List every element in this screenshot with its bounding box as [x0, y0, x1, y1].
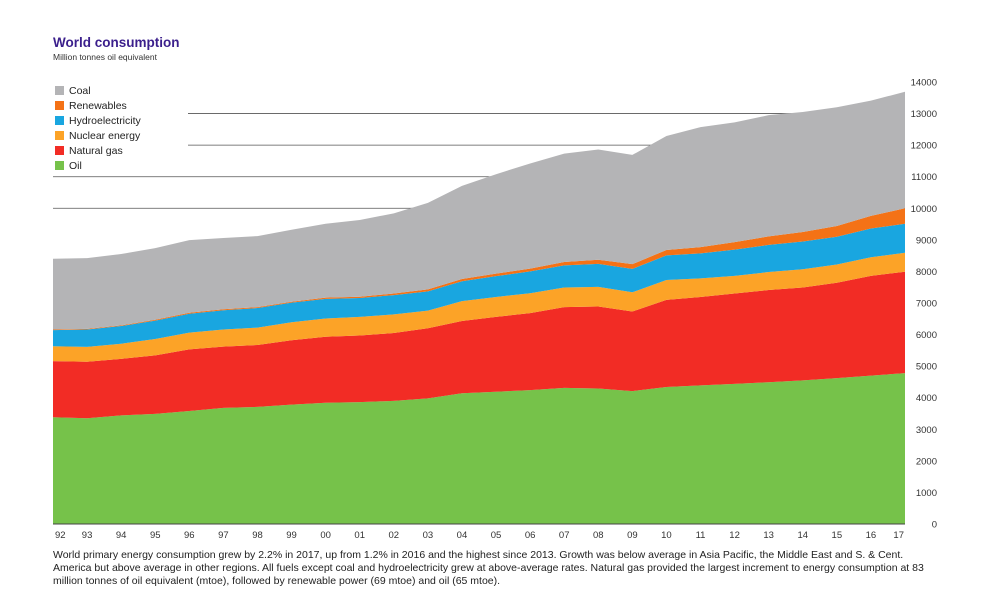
chart-subtitle: Million tonnes oil equivalent [53, 52, 157, 62]
x-tick-label: 99 [286, 530, 297, 541]
y-tick-label: 4000 [916, 393, 937, 404]
legend-swatch-hydroelectricity [55, 116, 64, 125]
legend-item-oil: Oil [55, 158, 141, 173]
legend-item-renewables: Renewables [55, 98, 141, 113]
y-tick-label: 0 [932, 520, 937, 531]
y-tick-label: 1000 [916, 488, 937, 499]
x-tick-label: 00 [320, 530, 331, 541]
x-tick-label: 98 [252, 530, 263, 541]
x-tick-label: 16 [866, 530, 877, 541]
y-tick-label: 7000 [916, 299, 937, 310]
chart-caption: World primary energy consumption grew by… [53, 549, 924, 587]
x-tick-label: 05 [491, 530, 502, 541]
x-tick-label: 15 [832, 530, 843, 541]
y-tick-label: 5000 [916, 362, 937, 373]
x-tick-label: 97 [218, 530, 229, 541]
x-tick-label: 08 [593, 530, 604, 541]
x-tick-label: 04 [457, 530, 468, 541]
x-tick-label: 02 [389, 530, 400, 541]
x-tick-label: 03 [423, 530, 434, 541]
x-tick-label: 12 [729, 530, 740, 541]
x-tick-label: 96 [184, 530, 195, 541]
y-tick-label: 8000 [916, 267, 937, 278]
x-tick-label: 14 [797, 530, 808, 541]
area-series-hydroelectricity [53, 223, 905, 347]
legend-item-natural-gas: Natural gas [55, 143, 141, 158]
legend-label-natural-gas: Natural gas [69, 144, 123, 157]
legend-item-coal: Coal [55, 83, 141, 98]
legend-label-oil: Oil [69, 159, 82, 172]
legend-label-coal: Coal [69, 84, 91, 97]
y-tick-label: 10000 [911, 204, 937, 215]
legend-swatch-renewables [55, 101, 64, 110]
x-tick-label: 94 [116, 530, 127, 541]
y-tick-label: 2000 [916, 456, 937, 467]
chart-title: World consumption [53, 35, 180, 50]
legend-label-hydroelectricity: Hydroelectricity [69, 114, 141, 127]
area-series-nuclear-energy [53, 252, 905, 362]
x-tick-label: 95 [150, 530, 161, 541]
x-tick-label: 10 [661, 530, 672, 541]
x-tick-label: 13 [763, 530, 774, 541]
y-tick-label: 12000 [911, 141, 937, 152]
legend-swatch-oil [55, 161, 64, 170]
legend-swatch-natural-gas [55, 146, 64, 155]
y-tick-label: 11000 [911, 172, 937, 183]
x-tick-label: 06 [525, 530, 536, 541]
legend-label-renewables: Renewables [69, 99, 127, 112]
x-tick-label: 92 [55, 530, 66, 541]
x-tick-label: 09 [627, 530, 638, 541]
area-series-natural-gas [53, 271, 905, 419]
y-tick-label: 6000 [916, 330, 937, 341]
legend-item-nuclear: Nuclear energy [55, 128, 141, 143]
y-tick-label: 14000 [911, 78, 937, 89]
y-tick-label: 9000 [916, 235, 937, 246]
area-series-coal [53, 91, 905, 330]
chart-legend: Coal Renewables Hydroelectricity Nuclear… [55, 83, 141, 173]
legend-item-hydroelectricity: Hydroelectricity [55, 113, 141, 128]
area-series-oil [53, 373, 905, 524]
y-tick-label: 3000 [916, 425, 937, 436]
legend-label-nuclear: Nuclear energy [69, 129, 141, 142]
x-tick-label: 01 [354, 530, 365, 541]
x-tick-label: 11 [696, 530, 706, 541]
legend-swatch-coal [55, 86, 64, 95]
x-tick-label: 07 [559, 530, 570, 541]
x-tick-label: 17 [893, 530, 904, 541]
x-tick-label: 93 [82, 530, 93, 541]
legend-swatch-nuclear [55, 131, 64, 140]
y-tick-label: 13000 [911, 109, 937, 120]
